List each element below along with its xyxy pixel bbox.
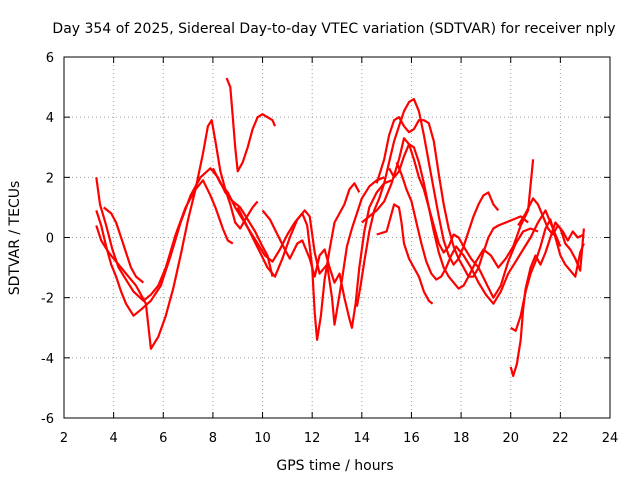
y-tick-label: -2 bbox=[41, 292, 54, 307]
y-tick-label: 0 bbox=[46, 232, 54, 247]
series-arc-11 bbox=[361, 137, 539, 299]
x-tick-label: 22 bbox=[552, 431, 569, 446]
series-arc-7 bbox=[236, 176, 385, 326]
series-arc-9 bbox=[355, 98, 500, 307]
y-tick-labels: -6 -4 -2 0 2 4 6 bbox=[41, 51, 54, 427]
x-tick-label: 2 bbox=[60, 431, 68, 446]
y-tick-label: 4 bbox=[46, 111, 54, 126]
x-tick-label: 18 bbox=[453, 431, 470, 446]
y-tick-label: -4 bbox=[41, 352, 54, 367]
data-series bbox=[95, 77, 585, 377]
series-arc-8 bbox=[261, 179, 393, 329]
y-tick-label: 2 bbox=[46, 171, 54, 186]
series-arc-2 bbox=[95, 177, 234, 302]
series-arc-16 bbox=[510, 218, 585, 332]
series-arc-12 bbox=[388, 143, 535, 290]
y-tick-label: 6 bbox=[46, 51, 54, 66]
axis-ticks bbox=[63, 56, 611, 419]
x-tick-label: 10 bbox=[254, 431, 271, 446]
y-tick-label: -6 bbox=[41, 412, 54, 427]
series-arc-17 bbox=[517, 197, 585, 242]
series-arc-13 bbox=[395, 161, 562, 305]
x-tick-label: 12 bbox=[304, 431, 321, 446]
x-tick-label: 14 bbox=[354, 431, 371, 446]
x-tick-label: 24 bbox=[602, 431, 619, 446]
x-tick-labels: 2 4 6 8 10 12 14 16 18 20 22 24 bbox=[60, 431, 618, 446]
series-arc-3 bbox=[95, 119, 259, 350]
x-tick-label: 6 bbox=[159, 431, 167, 446]
x-tick-label: 8 bbox=[209, 431, 217, 446]
x-axis-label: GPS time / hours bbox=[276, 458, 393, 474]
series-arc-5 bbox=[225, 77, 277, 173]
series-arc-14 bbox=[376, 203, 434, 305]
series-arc-4 bbox=[103, 206, 145, 284]
chart-title: Day 354 of 2025, Sidereal Day-to-day VTE… bbox=[52, 21, 615, 37]
x-tick-label: 4 bbox=[109, 431, 117, 446]
x-tick-label: 20 bbox=[502, 431, 519, 446]
y-axis-label: SDTVAR / TECUs bbox=[7, 181, 23, 296]
series-arc-15 bbox=[509, 221, 585, 377]
series-arc-10 bbox=[375, 116, 529, 278]
x-tick-label: 16 bbox=[403, 431, 420, 446]
